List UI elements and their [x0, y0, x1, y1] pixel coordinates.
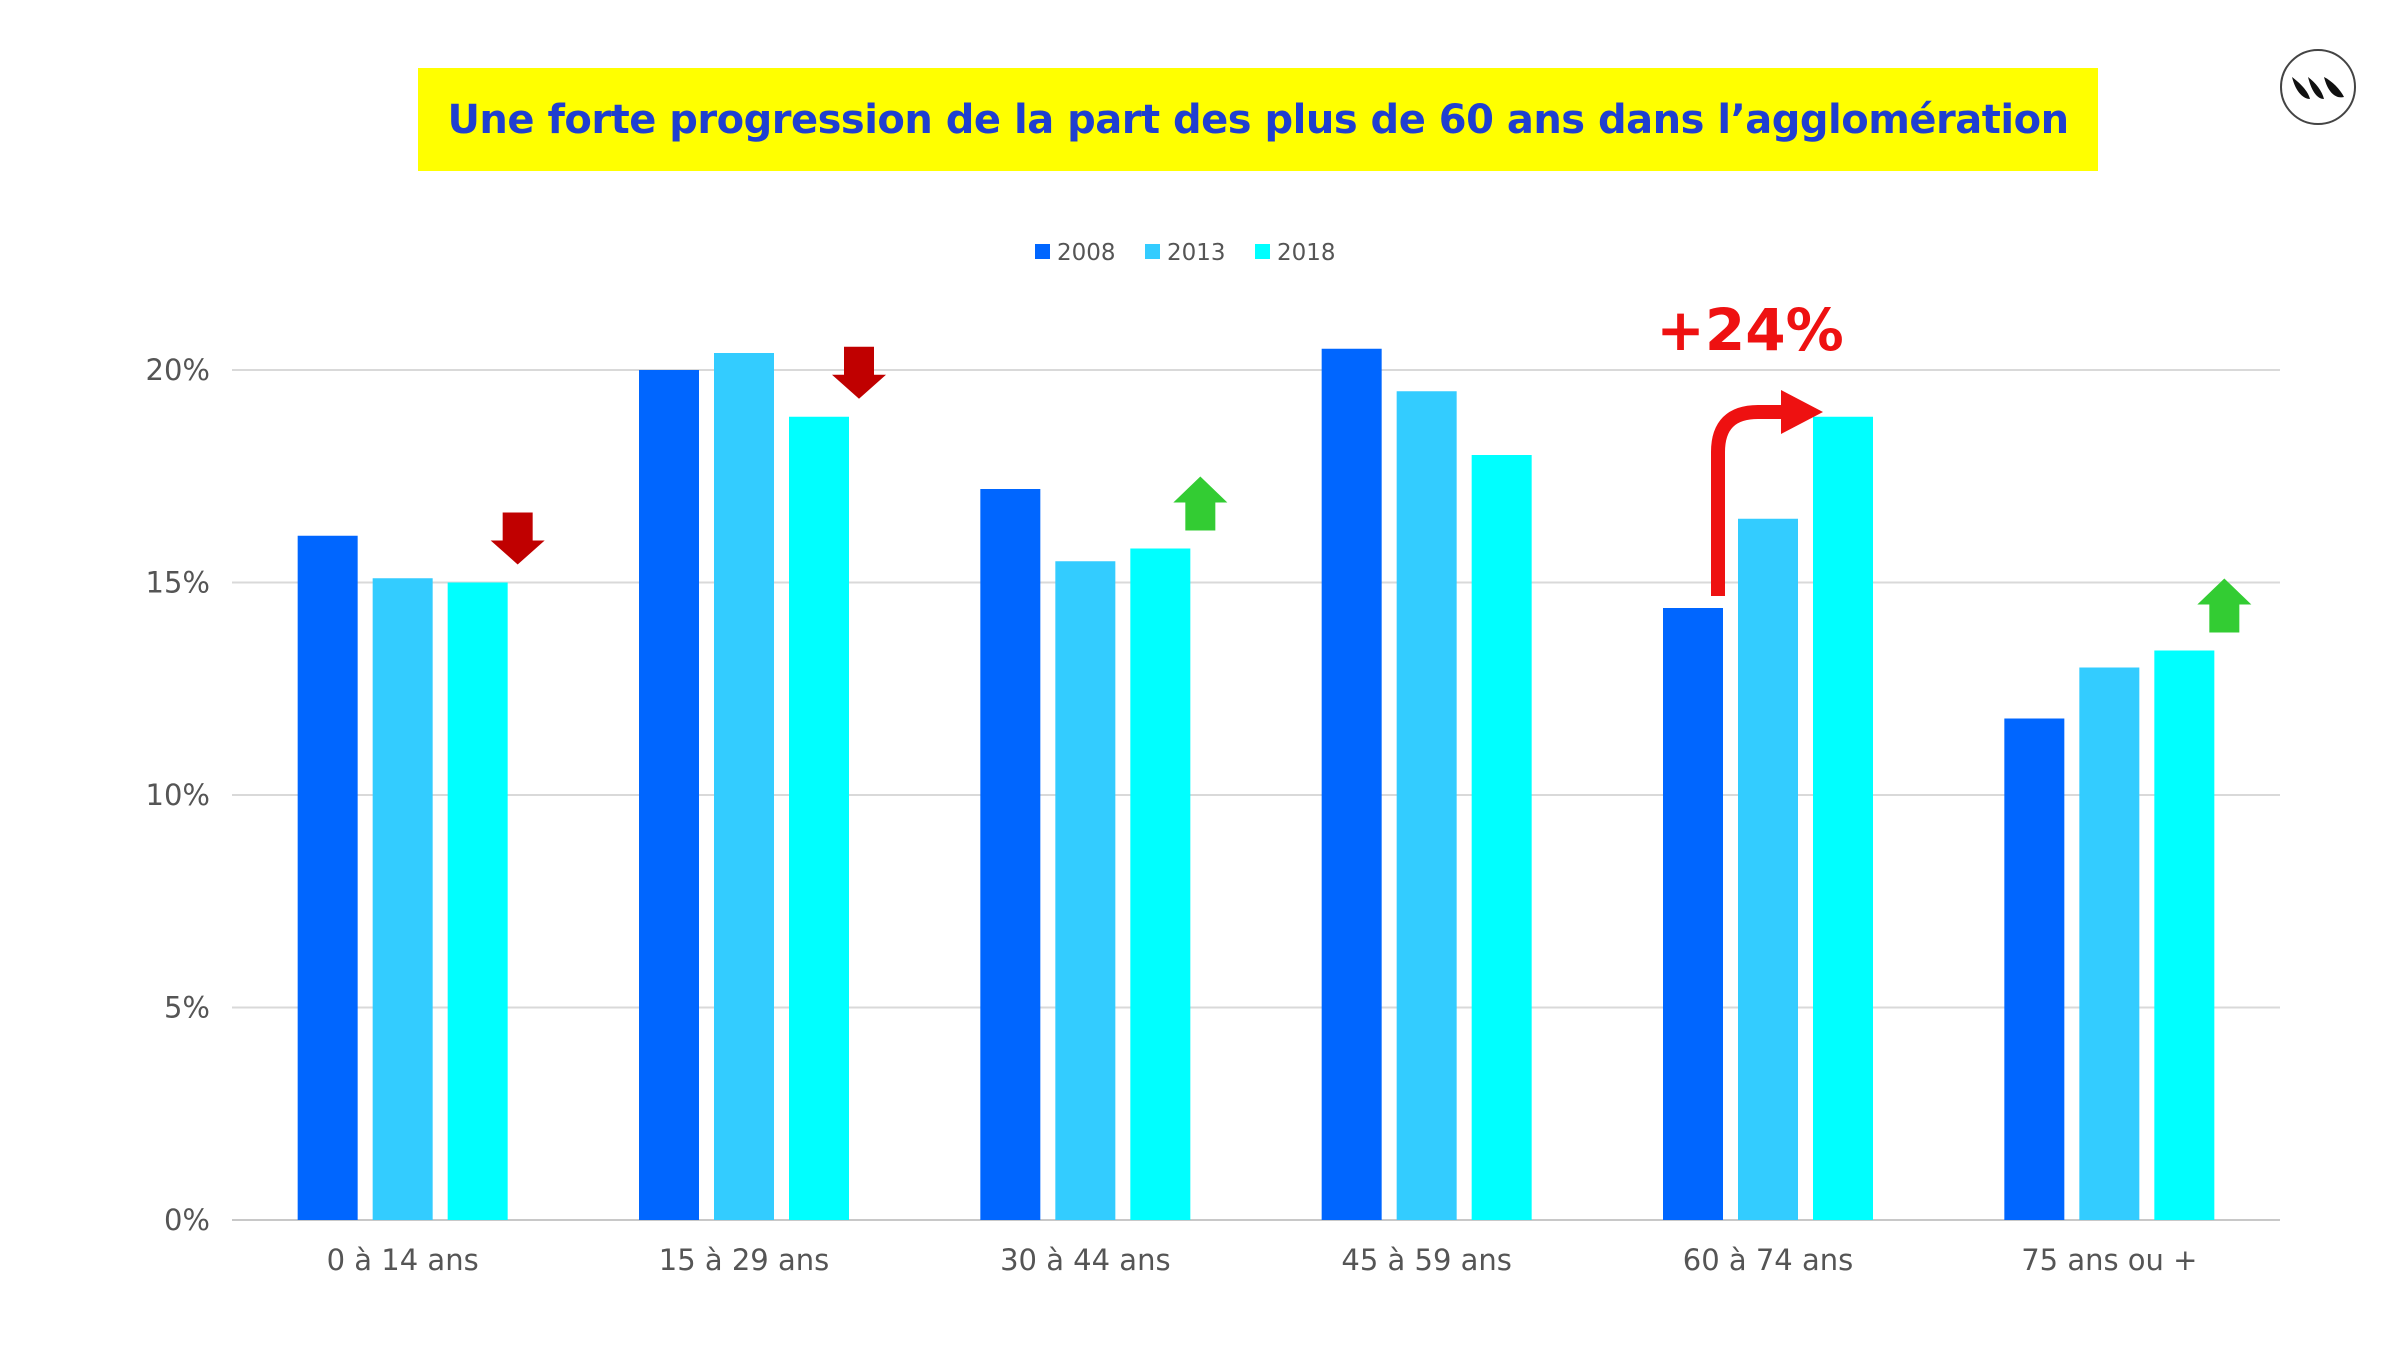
legend-label-2008: 2008 [1057, 240, 1116, 266]
chart-title: Une forte progression de la part des plu… [447, 96, 2069, 143]
x-axis-ticks: 0 à 14 ans 15 à 29 ans 30 à 44 ans 45 à 59 … [327, 1243, 2198, 1277]
y-tick-label: 5% [164, 991, 210, 1025]
trend-arrow-up-icon [1173, 476, 1228, 531]
trend-arrow-down-icon [832, 346, 886, 399]
trend-arrow-down-icon [490, 512, 545, 565]
growth-arrow-shaft [1711, 405, 1793, 596]
bar-2018-3 [1471, 455, 1532, 1220]
x-tick-label: 30 à 44 ans [1000, 1243, 1171, 1277]
bar-2018-5 [2154, 650, 2215, 1220]
bar-2013-0 [372, 578, 433, 1220]
gridlines [232, 369, 2280, 1221]
bar-2018-2 [1130, 548, 1191, 1220]
x-tick-label: 75 ans ou + [2021, 1243, 2197, 1277]
bar-2013-2 [1055, 561, 1116, 1220]
bar-2008-4 [1663, 608, 1723, 1220]
growth-annotation: +24% [1656, 296, 1843, 364]
bar-2008-0 [297, 535, 358, 1220]
legend-label-2013: 2013 [1167, 240, 1226, 266]
bar-2008-3 [1321, 348, 1382, 1220]
x-tick-label: 45 à 59 ans [1341, 1243, 1512, 1277]
x-tick-label: 60 à 74 ans [1683, 1243, 1854, 1277]
x-tick-label: 0 à 14 ans [327, 1243, 479, 1277]
bar-2018-1 [789, 416, 849, 1220]
y-tick-label: 15% [146, 566, 210, 600]
bar-2013-1 [714, 353, 774, 1220]
bar-2008-5 [2004, 718, 2065, 1220]
bar-2013-3 [1396, 391, 1457, 1220]
y-tick-label: 10% [146, 778, 210, 812]
y-tick-label: 20% [146, 353, 210, 387]
legend-label-2018: 2018 [1277, 240, 1336, 266]
leaf-logo-icon [2280, 49, 2356, 125]
bar-2013-4 [1738, 518, 1798, 1220]
bar-2013-5 [2079, 667, 2140, 1220]
y-axis-ticks: 0% 5% 10% 15% 20% [146, 353, 210, 1237]
bars [297, 348, 2215, 1220]
legend-swatch-2008 [1035, 244, 1050, 259]
bar-2008-2 [980, 489, 1041, 1220]
legend-swatch-2018 [1255, 244, 1270, 259]
annotations: +24% [490, 296, 2252, 633]
x-tick-label: 15 à 29 ans [659, 1243, 830, 1277]
title-banner: Une forte progression de la part des plu… [418, 68, 2098, 171]
bar-2018-0 [447, 582, 508, 1220]
trend-arrow-up-icon [2197, 578, 2252, 633]
bar-2018-4 [1813, 416, 1873, 1220]
legend: 2008 2013 2018 [1035, 240, 1336, 266]
y-tick-label: 0% [164, 1203, 210, 1237]
growth-arrow-head-icon [1781, 390, 1823, 434]
bar-2008-1 [639, 370, 699, 1220]
legend-swatch-2013 [1145, 244, 1160, 259]
